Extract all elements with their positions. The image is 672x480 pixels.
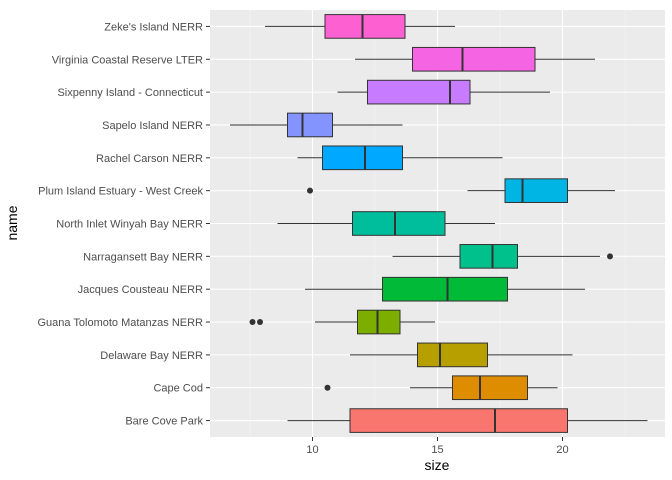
- category-labels: Zeke's Island NERR Virginia Coastal Reser…: [38, 21, 210, 428]
- box-8: [392, 244, 613, 269]
- category-label: Guana Tolomoto Matanzas NERR: [38, 317, 204, 329]
- box-iqr: [352, 211, 446, 236]
- box-group: [230, 14, 648, 433]
- box-6: [307, 178, 615, 203]
- category-label: Delaware Bay NERR: [100, 350, 203, 362]
- box-11: [350, 342, 573, 368]
- box-iqr: [412, 46, 536, 72]
- category-label: Sixpenny Island - Connecticut: [57, 87, 203, 99]
- box-5: [297, 145, 503, 171]
- category-label: Sapelo Island NERR: [102, 120, 203, 132]
- box-1: [265, 14, 455, 39]
- x-tick-label: 10: [306, 444, 318, 456]
- outlier-point: [607, 253, 613, 260]
- box-3: [337, 79, 550, 105]
- outlier-point: [257, 319, 263, 326]
- y-axis-title: name: [4, 205, 20, 240]
- box-2: [355, 46, 595, 72]
- box-iqr: [382, 276, 508, 302]
- box-iqr: [417, 342, 488, 368]
- box-13: [287, 408, 648, 433]
- box-4: [230, 112, 403, 138]
- category-label: North Inlet Winyah Bay NERR: [56, 219, 203, 231]
- box-10: [249, 309, 435, 335]
- category-label: Zeke's Island NERR: [104, 21, 203, 33]
- outlier-point: [307, 187, 313, 194]
- outlier-point: [249, 319, 256, 326]
- category-label: Narragansett Bay NERR: [83, 251, 203, 263]
- box-iqr: [357, 309, 401, 335]
- x-tick-label: 20: [556, 444, 568, 456]
- box-12: [324, 375, 558, 401]
- category-label: Cape Cod: [153, 383, 203, 395]
- box-iqr: [504, 178, 568, 203]
- category-label: Plum Island Estuary - West Creek: [38, 186, 203, 198]
- box-9: [305, 276, 585, 302]
- x-tick-label: 15: [431, 444, 443, 456]
- box-iqr: [459, 244, 518, 269]
- box-iqr: [322, 145, 403, 171]
- category-label: Rachel Carson NERR: [96, 153, 203, 165]
- box-iqr: [349, 408, 568, 433]
- box-iqr: [452, 375, 528, 401]
- box-iqr: [367, 79, 471, 105]
- outlier-point: [324, 384, 331, 391]
- box-7: [277, 211, 495, 236]
- box-iqr: [324, 14, 406, 39]
- category-label: Bare Cove Park: [125, 416, 203, 428]
- category-label: Virginia Coastal Reserve LTER: [52, 54, 203, 66]
- category-label: Jacques Cousteau NERR: [78, 284, 203, 296]
- x-axis-title: size: [425, 457, 450, 473]
- x-tick-labels: 10 15 20: [306, 437, 569, 456]
- box-iqr: [287, 112, 333, 138]
